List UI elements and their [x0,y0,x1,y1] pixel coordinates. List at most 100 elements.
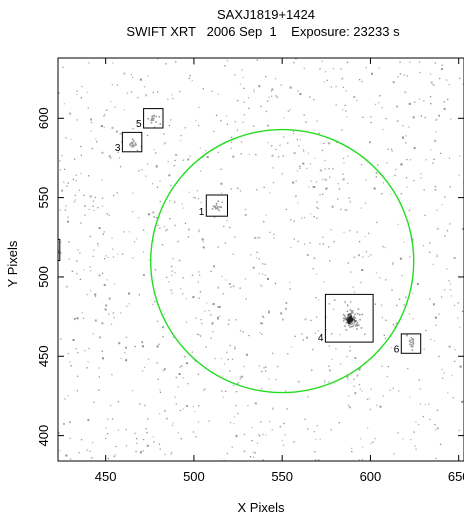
photon-event [186,362,188,364]
photon-event [200,335,201,336]
photon-event [454,305,455,306]
photon-event [430,103,431,104]
photon-event [265,264,266,265]
photon-event [128,303,129,304]
photon-event [198,405,199,406]
source-label-1: 1 [199,207,205,218]
photon-event [260,421,261,422]
photon-event [192,352,193,353]
source-event [343,318,345,320]
photon-event [66,205,67,206]
photon-event [291,346,292,347]
photon-event [343,232,344,233]
photon-event [426,159,427,160]
photon-event [396,305,397,306]
photon-event [316,181,317,182]
photon-event [147,445,149,447]
photon-event [193,431,194,432]
photon-event [354,357,356,359]
photon-event [257,252,258,253]
photon-event [454,361,455,362]
photon-event [263,317,264,318]
photon-event [280,426,281,427]
photon-event [341,129,342,130]
photon-event [180,288,181,289]
source-event [411,344,413,346]
source-event [346,329,348,331]
photon-event [99,367,100,368]
photon-event [429,242,430,243]
photon-event [430,149,431,150]
photon-event [435,317,437,319]
photon-event [69,259,70,260]
photon-event [180,410,181,411]
photon-event [155,152,156,153]
photon-event [327,80,328,81]
photon-event [325,168,326,169]
photon-event [290,87,292,89]
source-event [159,116,161,118]
source-event [354,320,356,322]
photon-event [345,110,346,111]
photon-event [95,296,96,297]
photon-event [261,334,262,335]
photon-event [135,451,136,452]
photon-event [223,293,224,294]
photon-event [201,323,202,324]
photon-event [194,411,195,412]
photon-event [435,119,437,121]
photon-event [220,183,222,185]
photon-event [175,225,176,226]
photon-event [433,264,434,265]
source-event [54,251,56,253]
photon-event [243,331,244,332]
photon-event [362,391,363,392]
photon-event [63,182,64,183]
source-event [155,116,157,118]
photon-event [377,165,378,166]
source-event [214,206,216,208]
photon-event [294,221,295,222]
photon-event [350,301,351,302]
photon-event [88,108,89,109]
photon-event [424,349,425,350]
photon-event [227,453,228,454]
photon-event [374,188,376,190]
photon-event [262,323,263,324]
photon-event [304,217,305,218]
photon-event [62,67,63,68]
photon-event [439,115,440,116]
photon-event [92,442,93,443]
photon-event [388,366,389,367]
photon-event [244,434,245,435]
photon-event [132,257,133,258]
photon-event [66,286,68,288]
photon-event [112,249,113,250]
photon-event [385,338,386,339]
photon-event [286,209,287,210]
photon-event [155,269,156,270]
photon-event [105,309,107,311]
extraction-region-layer [151,130,414,393]
photon-event [335,299,336,300]
photon-event [297,202,298,203]
photon-event [198,231,199,232]
photon-event [80,279,81,280]
photon-event [376,222,377,223]
photon-event [135,346,136,347]
photon-event [267,278,269,280]
photon-event [218,152,219,153]
photon-event [344,301,346,303]
photon-event [136,238,137,239]
photon-event [411,337,412,338]
photon-event [126,429,127,430]
photon-event [421,116,422,117]
photon-event [444,235,445,236]
photon-event [393,81,395,83]
photon-event [365,236,366,237]
source-event [409,344,411,346]
photon-event [91,131,92,132]
photon-event [371,389,372,390]
photon-event [441,296,442,297]
photon-event [433,159,434,160]
